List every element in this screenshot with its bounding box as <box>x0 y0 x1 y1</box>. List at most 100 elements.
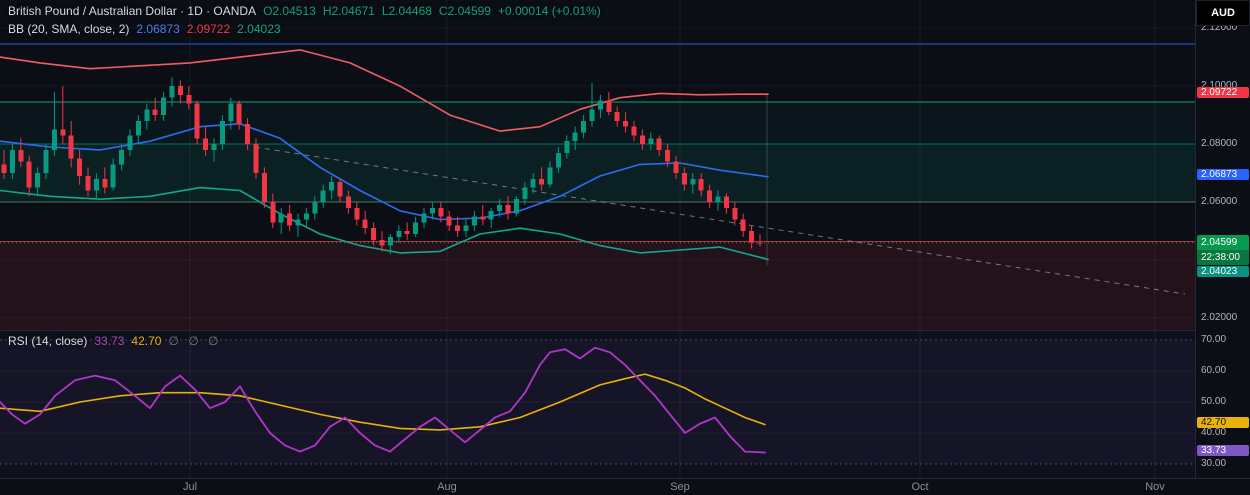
bb-basis-line[interactable] <box>0 123 769 221</box>
candle-body <box>270 202 276 223</box>
candle-body <box>446 216 452 226</box>
candle-body <box>581 120 587 133</box>
candle-body <box>665 149 671 162</box>
candle-body <box>438 207 444 217</box>
candle <box>278 207 284 235</box>
candle <box>144 103 150 130</box>
candle-body <box>85 176 91 191</box>
price-zone[interactable] <box>0 241 1195 330</box>
candle <box>186 86 192 110</box>
candle <box>312 196 318 220</box>
candle <box>287 205 293 232</box>
candle <box>555 147 561 174</box>
candles-layer <box>1 77 763 255</box>
candle-body <box>463 225 469 232</box>
symbol-legend-row[interactable]: British Pound / Australian Dollar · 1D ·… <box>8 4 601 18</box>
price-axis-label: 2.06000 <box>1201 196 1238 208</box>
time-axis-label: Aug <box>437 481 457 493</box>
current-price-value: 2.04599 <box>1201 237 1238 249</box>
chart-canvas[interactable] <box>0 0 1195 478</box>
candle <box>337 178 343 203</box>
candle-body <box>9 149 15 174</box>
candle <box>161 91 167 121</box>
candle <box>354 202 360 226</box>
candle <box>631 120 637 142</box>
candle-body <box>102 178 108 188</box>
price-change: +0.00014 (+0.01%) <box>497 4 601 18</box>
candle-body <box>329 181 335 191</box>
candle <box>572 126 578 150</box>
candle <box>51 91 57 156</box>
candle-body <box>295 219 301 226</box>
candle <box>505 196 511 220</box>
rsi-indicator-label[interactable]: RSI (14, close) <box>8 334 88 348</box>
candle <box>1 149 7 179</box>
candle-body <box>572 132 578 142</box>
bb-upper-value: 2.09722 <box>186 22 231 36</box>
candle-body <box>723 196 729 208</box>
candle-body <box>26 161 32 188</box>
chart-area[interactable]: British Pound / Australian Dollar · 1D ·… <box>0 0 1195 478</box>
candle <box>438 202 444 223</box>
candle-body <box>404 231 410 235</box>
candle-body <box>749 231 755 243</box>
candle <box>152 97 158 121</box>
candle <box>446 210 452 232</box>
candle-body <box>211 144 217 150</box>
rsi-ma-line[interactable] <box>0 373 766 431</box>
symbol-title[interactable]: British Pound / Australian Dollar · 1D ·… <box>8 4 257 18</box>
candle-body <box>127 135 133 150</box>
candle <box>35 167 41 197</box>
bb-basis-badge: 2.06873 <box>1197 169 1249 181</box>
candle <box>236 100 242 130</box>
time-axis[interactable]: Jul Aug Sep Oct Nov <box>0 478 1250 495</box>
currency-selector-button[interactable]: AUD <box>1196 0 1250 26</box>
candle-body <box>228 103 234 121</box>
candle-body <box>354 207 360 220</box>
candle <box>698 173 704 197</box>
price-axis[interactable]: 2.12000 2.10000 2.08000 2.06000 2.02000 70.00… <box>1195 0 1250 478</box>
trendline-drawing[interactable] <box>254 146 1186 295</box>
candle-body <box>68 135 74 159</box>
candle <box>345 190 351 214</box>
candle-body <box>177 86 183 95</box>
candle <box>194 100 200 145</box>
rsi-badge: 33.73 <box>1197 444 1249 456</box>
candle-body <box>379 239 385 246</box>
candle-body <box>18 149 24 162</box>
candle-body <box>371 228 377 240</box>
bb-lower-line[interactable] <box>0 186 769 261</box>
candle <box>471 210 477 232</box>
candle <box>320 184 326 208</box>
candle <box>169 77 175 107</box>
candle-body <box>631 126 637 136</box>
rsi-legend-row[interactable]: RSI (14, close) 33.73 42.70 ∅ ∅ ∅ <box>8 334 221 348</box>
candle <box>690 173 696 194</box>
rsi-value: 33.73 <box>94 334 125 348</box>
bar-countdown: 22:38:00 <box>1197 250 1249 266</box>
candle-body <box>135 120 141 136</box>
current-price-badge: 2.04599 22:38:00 <box>1197 235 1249 266</box>
candle <box>303 207 309 229</box>
rsi-line[interactable] <box>0 346 766 454</box>
candle <box>60 86 66 145</box>
bb-lower-value: 2.04023 <box>237 22 281 36</box>
candle <box>102 167 108 194</box>
bb-legend-row[interactable]: BB (20, SMA, close, 2) 2.06873 2.09722 2… <box>8 22 281 36</box>
bb-upper-line[interactable] <box>0 49 769 132</box>
candle-body <box>312 202 318 214</box>
candle-body <box>413 222 419 235</box>
candle <box>43 144 49 179</box>
price-zone[interactable] <box>0 144 1195 203</box>
candle <box>715 190 721 211</box>
candle <box>740 213 746 237</box>
candle <box>68 120 74 168</box>
candle <box>497 199 503 217</box>
candle <box>18 138 24 168</box>
candle <box>421 207 427 229</box>
candle <box>564 135 570 159</box>
candle <box>270 193 276 229</box>
bb-indicator-label[interactable]: BB (20, SMA, close, 2) <box>8 22 130 36</box>
price-zone[interactable] <box>0 102 1195 145</box>
rsi-hidden-plots: ∅ ∅ ∅ <box>168 334 222 348</box>
